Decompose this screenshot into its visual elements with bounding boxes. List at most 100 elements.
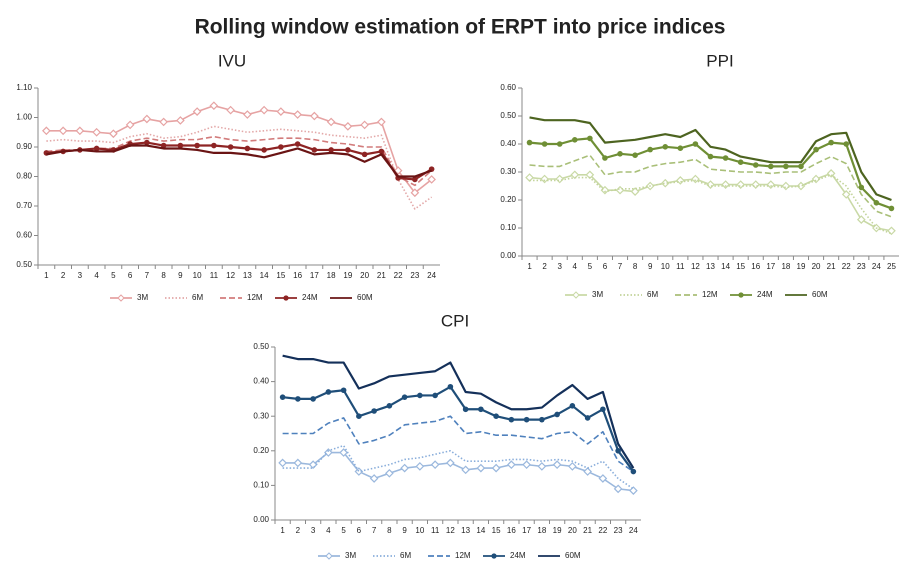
x-tick-label: 4 xyxy=(573,262,578,271)
series xyxy=(46,135,433,187)
legend-marker xyxy=(572,291,580,299)
series xyxy=(282,444,634,490)
x-tick-label: 11 xyxy=(676,262,685,271)
point-marker xyxy=(432,392,438,399)
point-marker xyxy=(737,159,744,165)
point-marker xyxy=(243,110,252,119)
point-marker xyxy=(75,126,85,136)
x-tick-label: 22 xyxy=(598,526,607,535)
x-tick-label: 17 xyxy=(766,262,775,271)
x-tick-label: 19 xyxy=(797,262,806,271)
y-tick-label: 0.40 xyxy=(500,139,516,148)
legend-label: 60M xyxy=(565,551,581,560)
series xyxy=(42,101,436,198)
x-tick-label: 2 xyxy=(542,262,547,271)
point-marker xyxy=(632,152,638,158)
point-marker xyxy=(324,448,333,457)
x-tick-label: 9 xyxy=(402,526,407,535)
legend-label: 3M xyxy=(345,551,356,560)
point-marker xyxy=(858,184,865,191)
x-tick-label: 24 xyxy=(427,271,436,280)
point-marker xyxy=(294,141,301,147)
point-marker xyxy=(796,181,806,191)
x-tick-label: 5 xyxy=(588,262,593,271)
point-marker xyxy=(159,117,168,127)
point-marker xyxy=(660,178,670,188)
point-marker xyxy=(276,107,286,116)
point-marker xyxy=(478,406,484,413)
x-tick-label: 15 xyxy=(276,271,285,280)
x-tick-label: 22 xyxy=(842,262,851,271)
legend-marker xyxy=(283,295,289,301)
legend-marker xyxy=(491,553,497,559)
point-marker xyxy=(412,176,418,183)
x-tick-label: 11 xyxy=(431,526,440,535)
chart-title: PPI xyxy=(706,51,733,70)
series-line xyxy=(529,174,892,235)
point-marker xyxy=(721,180,730,189)
point-marker xyxy=(598,474,608,483)
x-tick-label: 4 xyxy=(94,271,99,280)
y-tick-label: 0.00 xyxy=(500,251,516,260)
y-tick-label: 0.60 xyxy=(500,83,516,92)
x-tick-label: 18 xyxy=(781,262,790,271)
point-marker xyxy=(386,403,393,409)
point-marker xyxy=(828,139,834,146)
point-marker xyxy=(523,416,530,423)
x-tick-label: 2 xyxy=(61,271,66,280)
x-tick-label: 14 xyxy=(721,262,730,271)
legend-label: 24M xyxy=(302,293,318,302)
series-line xyxy=(282,451,634,492)
series-line xyxy=(46,135,433,187)
y-tick-label: 0.20 xyxy=(500,195,516,204)
point-marker xyxy=(617,151,623,157)
x-tick-label: 13 xyxy=(706,262,715,271)
x-tick-label: 18 xyxy=(537,526,546,535)
point-marker xyxy=(813,146,819,153)
point-marker xyxy=(326,117,336,127)
x-tick-label: 6 xyxy=(128,271,133,280)
point-marker xyxy=(311,147,318,153)
x-tick-label: 2 xyxy=(296,526,301,535)
point-marker xyxy=(843,141,850,147)
x-tick-label: 1 xyxy=(527,262,532,271)
point-marker xyxy=(662,144,669,150)
x-tick-label: 20 xyxy=(812,262,821,271)
point-marker xyxy=(554,411,560,418)
point-marker xyxy=(279,394,286,400)
point-marker xyxy=(400,463,409,473)
y-tick-label: 0.00 xyxy=(253,515,269,524)
point-marker xyxy=(539,416,545,423)
series xyxy=(282,415,634,473)
point-marker xyxy=(584,415,591,421)
point-marker xyxy=(393,166,403,175)
x-tick-label: 17 xyxy=(522,526,531,535)
series-line xyxy=(46,125,433,210)
x-tick-label: 24 xyxy=(872,262,881,271)
point-marker xyxy=(856,215,866,224)
y-tick-label: 1.10 xyxy=(16,83,32,92)
y-tick-label: 0.90 xyxy=(16,142,32,151)
y-tick-label: 0.50 xyxy=(253,342,269,351)
x-tick-label: 8 xyxy=(387,526,392,535)
point-marker xyxy=(736,180,746,189)
point-marker xyxy=(325,389,332,395)
x-tick-label: 3 xyxy=(311,526,316,535)
point-marker xyxy=(209,101,219,111)
y-tick-label: 0.20 xyxy=(253,446,269,455)
y-tick-label: 0.10 xyxy=(253,481,269,490)
series xyxy=(526,135,895,212)
point-marker xyxy=(602,155,608,161)
x-tick-label: 19 xyxy=(553,526,562,535)
x-tick-label: 12 xyxy=(446,526,455,535)
x-tick-label: 5 xyxy=(341,526,346,535)
point-marker xyxy=(537,462,547,471)
series xyxy=(282,354,635,469)
legend-label: 6M xyxy=(647,290,658,299)
y-tick-label: 0.70 xyxy=(16,201,32,210)
y-tick-label: 0.40 xyxy=(253,377,269,386)
point-marker xyxy=(783,163,789,170)
point-marker xyxy=(160,142,167,149)
series xyxy=(43,139,435,183)
